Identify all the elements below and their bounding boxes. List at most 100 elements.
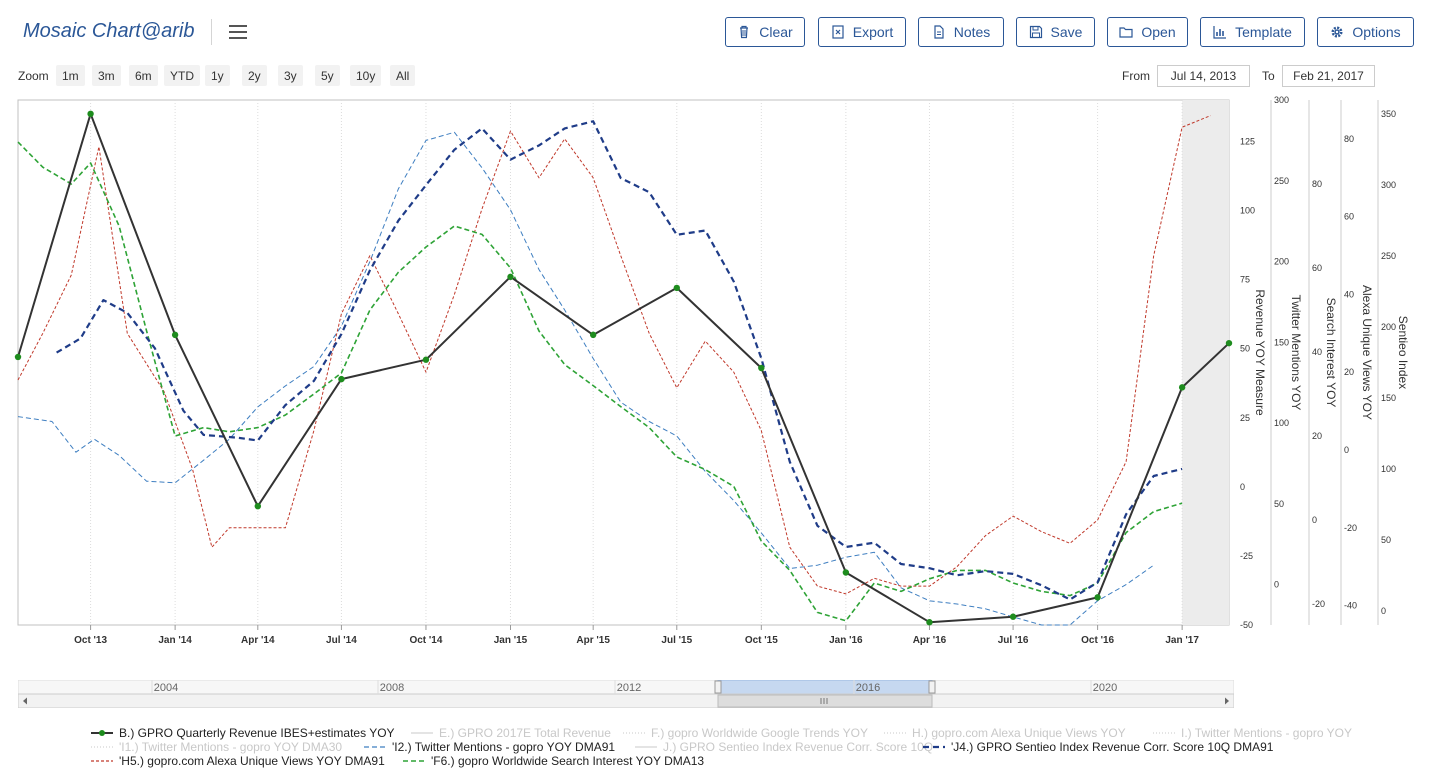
data-point[interactable] — [422, 356, 430, 363]
y-tick-label: 20 — [1344, 367, 1354, 377]
navigator-tick-label: 2004 — [154, 682, 178, 694]
app-title: Mosaic Chart@arib — [23, 20, 195, 42]
data-point[interactable] — [254, 502, 262, 510]
clear-button[interactable]: Clear — [725, 17, 805, 47]
series-line-2[interactable] — [17, 131, 1154, 626]
legend-item[interactable]: 'J4.) GPRO Sentieo Index Revenue Corr. S… — [922, 740, 1273, 754]
forecast-band — [1182, 100, 1229, 625]
series-line-1[interactable] — [56, 120, 1183, 601]
y-tick-label: 150 — [1274, 337, 1289, 347]
scrollbar-thumb[interactable] — [717, 694, 933, 708]
data-point[interactable] — [673, 284, 680, 292]
gear-icon — [1331, 26, 1343, 38]
scroll-left-arrow[interactable] — [23, 697, 27, 705]
menu-icon[interactable] — [229, 25, 247, 41]
plot-area[interactable] — [17, 99, 1230, 626]
legend-swatch — [91, 760, 113, 762]
legend-item[interactable]: 'H5.) gopro.com Alexa Unique Views YOY D… — [90, 754, 385, 768]
from-label: From — [1122, 69, 1150, 83]
zoom-3y-button[interactable]: 3y — [278, 65, 303, 86]
legend-item[interactable]: 'F6.) gopro Worldwide Search Interest YO… — [402, 754, 704, 768]
navigator-window[interactable] — [717, 680, 933, 695]
y-tick-label: 40 — [1312, 347, 1322, 357]
notes-button[interactable]: Notes — [918, 17, 1004, 47]
legend-label: F.) gopro Worldwide Google Trends YOY — [651, 726, 868, 740]
data-point[interactable] — [758, 364, 765, 372]
data-point[interactable] — [1225, 339, 1233, 347]
zoom-1m-button[interactable]: 1m — [56, 65, 85, 86]
legend-label: 'F6.) gopro Worldwide Search Interest YO… — [431, 754, 705, 768]
legend-swatch — [91, 746, 113, 748]
y-tick-label: 25 — [1240, 413, 1250, 423]
zoom-1y-button[interactable]: 1y — [205, 65, 230, 86]
to-date-input[interactable] — [1282, 65, 1375, 87]
data-point[interactable] — [171, 331, 179, 339]
from-date-input[interactable] — [1157, 65, 1250, 87]
y-tick-label: 50 — [1274, 499, 1284, 509]
data-point[interactable] — [842, 569, 850, 576]
series-line-4[interactable] — [17, 141, 1183, 622]
zoom-2y-button[interactable]: 2y — [242, 65, 267, 86]
range-navigator[interactable]: 2004 2008 2012 2016 2020 — [18, 680, 1234, 708]
zoom-10y-button[interactable]: 10y — [350, 65, 382, 86]
y-axis-title: Search Interest YOY — [1324, 298, 1338, 408]
options-button[interactable]: Options — [1317, 17, 1414, 47]
legend-label: 'H5.) gopro.com Alexa Unique Views YOY D… — [119, 754, 385, 768]
series-line-0[interactable] — [17, 112, 1230, 624]
x-tick-label: Oct '13 — [74, 635, 107, 645]
y-tick-label: 100 — [1274, 418, 1289, 428]
data-point[interactable] — [87, 110, 94, 118]
data-point[interactable] — [926, 619, 933, 626]
chart[interactable]: Oct '13 Jan '14 Apr '14 Jul '14 Oct '14 Jan '… — [0, 95, 1434, 645]
template-button[interactable]: Template — [1200, 17, 1305, 47]
export-label: Export — [852, 24, 894, 40]
x-tick-label: Apr '16 — [913, 635, 947, 645]
save-icon — [1029, 25, 1042, 39]
title-divider — [211, 19, 212, 45]
export-button[interactable]: Export — [818, 17, 906, 47]
series-line-3[interactable] — [17, 115, 1211, 595]
x-tick-label: Jan '14 — [158, 635, 192, 645]
y-tick-label: 150 — [1381, 393, 1396, 403]
data-point[interactable] — [1094, 594, 1101, 601]
save-button[interactable]: Save — [1016, 17, 1095, 47]
legend-item[interactable]: B.) GPRO Quarterly Revenue IBES+estimate… — [90, 726, 395, 740]
legend-item[interactable]: E.) GPRO 2017E Total Revenue — [410, 726, 611, 740]
open-button[interactable]: Open — [1107, 17, 1188, 47]
y-tick-label: 50 — [1240, 344, 1250, 354]
y-tick-label: -50 — [1240, 620, 1253, 630]
data-point[interactable] — [14, 353, 22, 361]
navigator-right-handle[interactable] — [928, 680, 936, 694]
legend-label: B.) GPRO Quarterly Revenue IBES+estimate… — [119, 726, 395, 740]
y-tick-label: 40 — [1344, 289, 1354, 299]
zoom-6m-button[interactable]: 6m — [129, 65, 158, 86]
y-tick-label: 100 — [1240, 206, 1255, 216]
zoom-all-button[interactable]: All — [390, 65, 416, 86]
legend-item[interactable]: F.) gopro Worldwide Google Trends YOY — [622, 726, 868, 740]
data-point[interactable] — [589, 331, 597, 339]
y-tick-label: 250 — [1381, 251, 1396, 261]
clear-label: Clear — [759, 24, 793, 40]
data-point[interactable] — [1178, 384, 1186, 391]
notes-icon — [934, 25, 944, 39]
y-axis-title: Alexa Unique Views YOY — [1360, 285, 1374, 420]
zoom-3m-button[interactable]: 3m — [92, 65, 121, 86]
y-tick-label: 0 — [1381, 606, 1386, 616]
data-point[interactable] — [1009, 613, 1017, 620]
data-point[interactable] — [338, 375, 345, 383]
scroll-right-arrow[interactable] — [1225, 697, 1229, 705]
legend-item[interactable]: I.) Twitter Mentions - gopro YOY — [1152, 726, 1352, 740]
legend-item[interactable]: J.) GPRO Sentieo Index Revenue Corr. Sco… — [634, 740, 933, 754]
legend-item[interactable]: 'I1.) Twitter Mentions - gopro YOY DMA30 — [90, 740, 342, 754]
legend-item[interactable]: 'I2.) Twitter Mentions - gopro YOY DMA91 — [363, 740, 615, 754]
navigator-tick-label: 2020 — [1093, 682, 1117, 694]
x-tick-label: Apr '15 — [576, 635, 610, 645]
legend-label: 'I2.) Twitter Mentions - gopro YOY DMA91 — [392, 740, 616, 754]
legend-item[interactable]: H.) gopro.com Alexa Unique Views YOY — [883, 726, 1126, 740]
navigator-scrollbar[interactable] — [18, 693, 1234, 708]
navigator-left-handle[interactable] — [714, 680, 722, 694]
bar-chart-icon — [1213, 26, 1227, 39]
zoom-5y-button[interactable]: 5y — [315, 65, 340, 86]
zoom-ytd-button[interactable]: YTD — [164, 65, 200, 86]
data-point[interactable] — [507, 273, 514, 281]
